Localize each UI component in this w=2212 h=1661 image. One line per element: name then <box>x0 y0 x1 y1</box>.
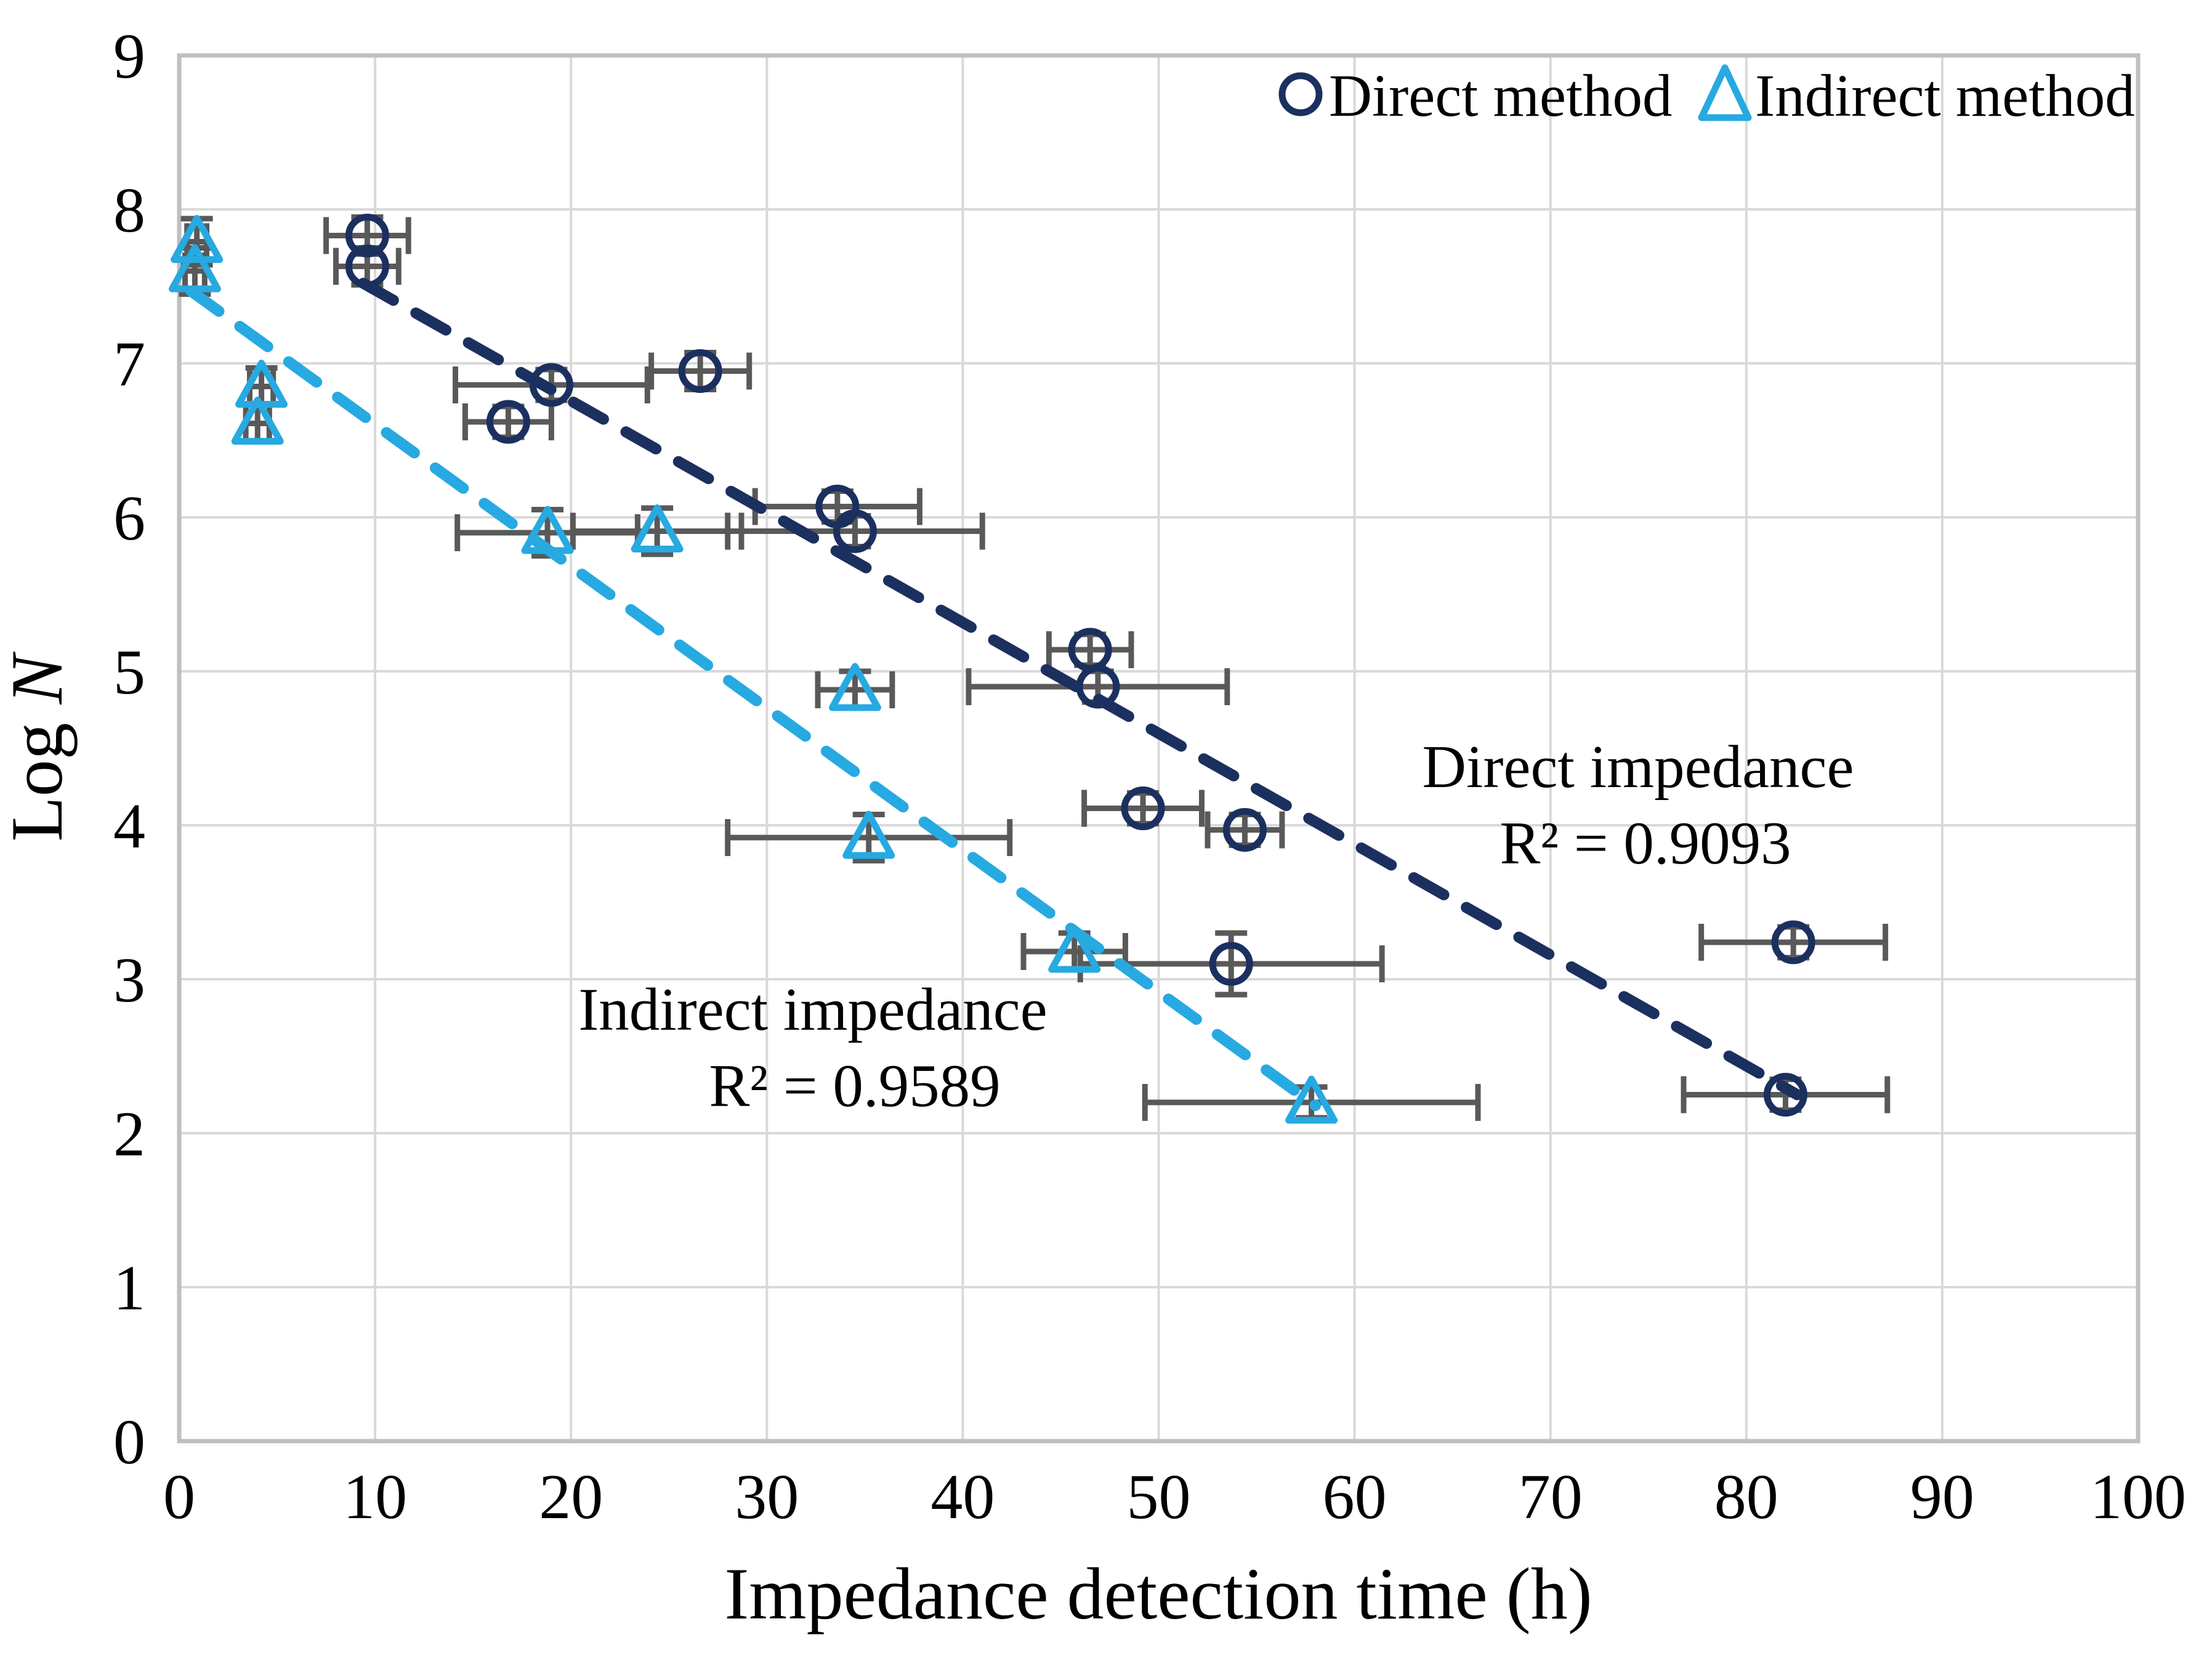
indirect-point-marker <box>171 215 224 263</box>
indirect-point-marker <box>842 810 895 859</box>
x-tick-label-100: 100 <box>2090 1461 2186 1532</box>
annotation-direct: Direct impedance R² = 0.9093 <box>1423 734 1854 877</box>
legend-indirect-label: Indirect method <box>1755 63 2135 129</box>
x-tick-label-40: 40 <box>930 1461 995 1532</box>
legend-direct-circle-icon <box>1278 72 1323 116</box>
x-tick-label-90: 90 <box>1910 1461 1974 1532</box>
x-tick-label-70: 70 <box>1519 1461 1583 1532</box>
direct-point-marker <box>1222 808 1267 852</box>
annotation-direct-title: Direct impedance <box>1423 734 1854 801</box>
plot-border <box>177 53 2141 1444</box>
y-tick-label-4: 4 <box>113 791 145 862</box>
y-axis-title: Log N <box>0 651 78 841</box>
trend-line-indirect <box>185 285 1321 1111</box>
y-tick-label-3: 3 <box>113 945 145 1016</box>
y-tick-label-0: 0 <box>113 1407 145 1477</box>
y-axis-title-variable: N <box>0 651 78 705</box>
direct-point-marker <box>1121 786 1165 830</box>
direct-point-marker <box>833 509 877 553</box>
direct-point-marker <box>486 400 530 444</box>
legend: Direct method Indirect method <box>1278 63 2135 129</box>
legend-direct-label: Direct method <box>1329 63 1673 129</box>
legend-indirect-triangle-icon <box>1698 64 1752 121</box>
indirect-point-marker <box>1048 924 1101 973</box>
direct-point-marker <box>1763 1073 1807 1117</box>
y-tick-label-9: 9 <box>113 21 145 92</box>
x-tick-label-50: 50 <box>1127 1461 1191 1532</box>
direct-point-marker <box>1771 920 1815 964</box>
x-tick-label-30: 30 <box>735 1461 799 1532</box>
y-tick-label-2: 2 <box>113 1099 145 1170</box>
annotation-indirect-r2: R² = 0.9589 <box>709 1053 1000 1120</box>
trend-line-direct <box>358 278 1803 1101</box>
x-tick-label-10: 10 <box>343 1461 407 1532</box>
y-tick-label-6: 6 <box>113 483 145 554</box>
indirect-point-marker <box>631 504 684 552</box>
annotation-indirect: Indirect impedance R² = 0.9589 <box>578 976 1047 1120</box>
direct-point-marker <box>345 214 389 257</box>
y-tick-label-5: 5 <box>113 637 145 708</box>
y-tick-label-7: 7 <box>113 329 145 400</box>
y-tick-label-8: 8 <box>113 175 145 246</box>
indirect-point-marker <box>231 397 284 445</box>
x-tick-label-0: 0 <box>163 1461 195 1532</box>
x-tick-label-80: 80 <box>1714 1461 1778 1532</box>
indirect-point-marker <box>1285 1075 1338 1124</box>
x-axis-title: Impedance detection time (h) <box>724 1553 1592 1635</box>
direct-point-marker <box>1209 942 1253 986</box>
direct-point-marker <box>678 349 722 393</box>
plot-area: 0 10 20 30 40 50 60 70 80 90 100 0 1 2 3 4 5 6 7 8 9 <box>113 21 2186 1532</box>
x-tick-label-60: 60 <box>1323 1461 1387 1532</box>
y-tick-label-1: 1 <box>113 1253 145 1324</box>
y-axis-title-prefix: Log <box>0 704 78 841</box>
annotation-direct-r2: R² = 0.9093 <box>1500 810 1791 877</box>
indirect-point-marker <box>828 663 881 711</box>
x-tick-label-20: 20 <box>539 1461 603 1532</box>
annotation-indirect-title: Indirect impedance <box>578 976 1047 1043</box>
